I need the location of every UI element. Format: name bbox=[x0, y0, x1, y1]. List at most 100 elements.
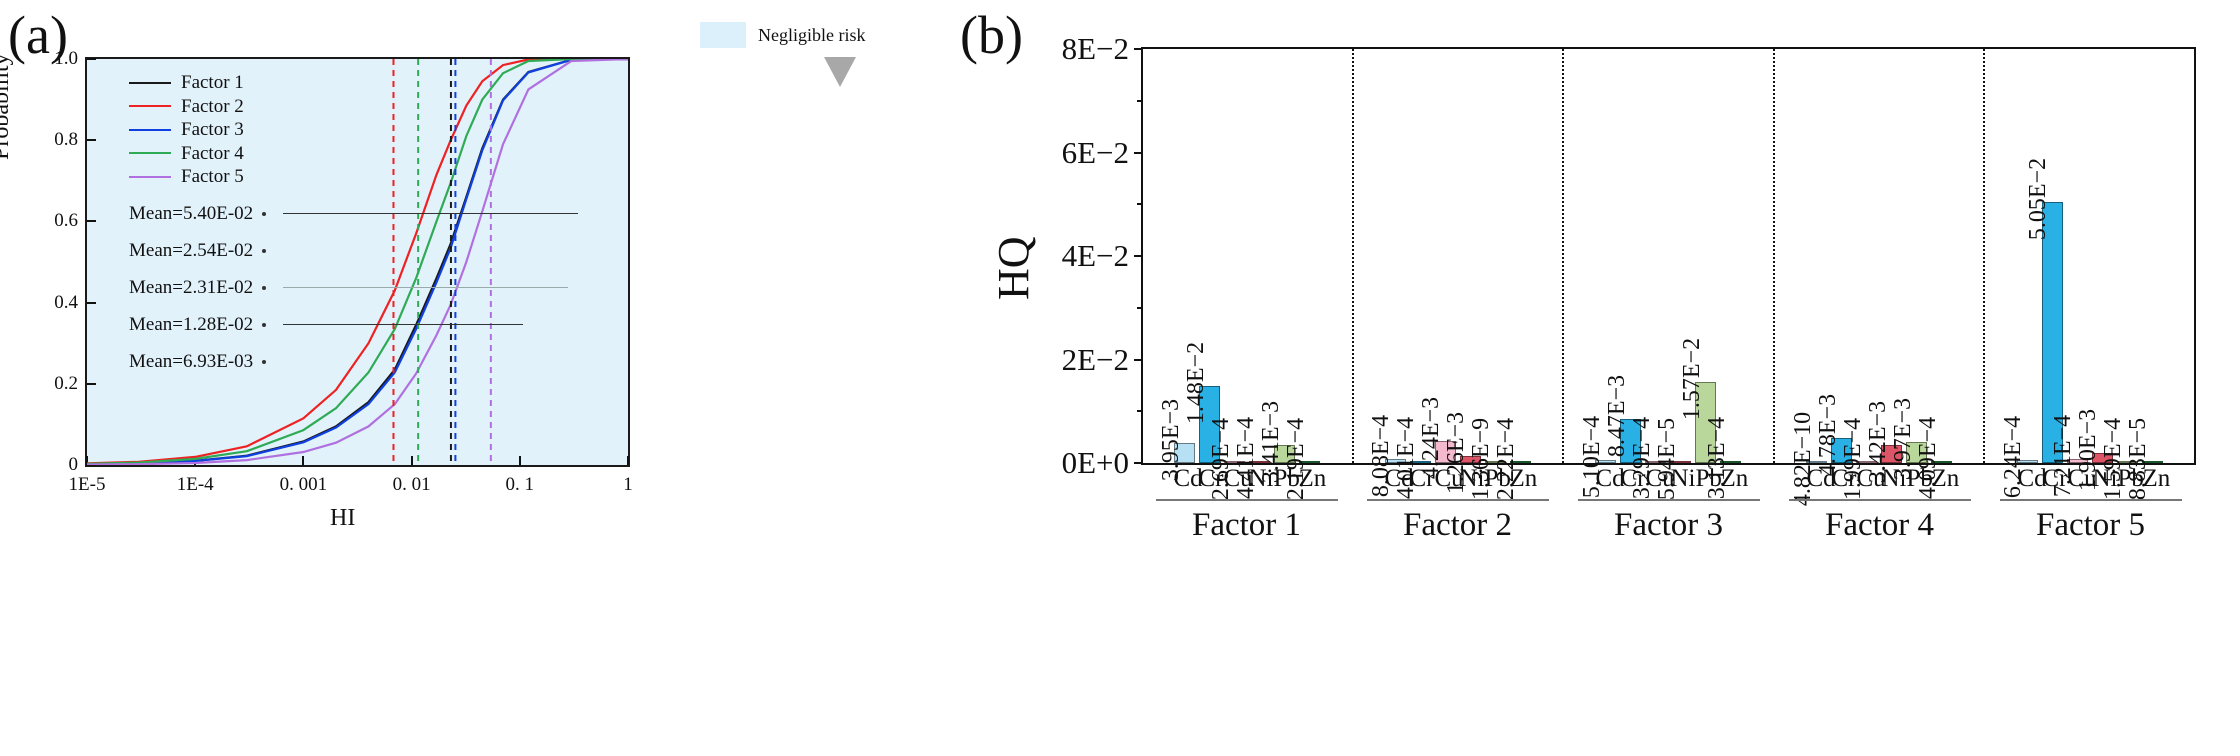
panel-a-tag: (a) bbox=[8, 5, 68, 65]
panel-a-x-tick: 0. 01 bbox=[392, 474, 431, 495]
panel-b-bar[interactable] bbox=[1720, 461, 1742, 463]
panel-b-bar[interactable] bbox=[2141, 461, 2163, 463]
panel-b-y-minor-tickmark bbox=[1137, 203, 1143, 206]
panel-a-legend-item[interactable]: Factor 5 bbox=[129, 165, 244, 189]
panel-b-bar-wrapper: 1.57E−2 bbox=[1679, 49, 1717, 463]
panel-a-legend-swatch bbox=[129, 152, 171, 155]
panel-b-bar[interactable] bbox=[1174, 442, 1196, 463]
panel-b-bar-wrapper: 4.41E−4 bbox=[1233, 49, 1271, 499]
panel-b-bar[interactable] bbox=[2066, 459, 2088, 463]
panel-b-metal-label: Cu bbox=[1434, 465, 1464, 492]
panel-b-bar[interactable] bbox=[1249, 460, 1271, 463]
panel-a-y-tickmark bbox=[87, 382, 96, 385]
panel-b-bar[interactable] bbox=[1856, 461, 1878, 463]
panel-b-bar[interactable] bbox=[1509, 461, 1531, 463]
panel-b-y-tickmark bbox=[1134, 255, 1143, 257]
panel-b-metal-label: Pb bbox=[1273, 465, 1300, 492]
panel-b-group-name: Factor 2 bbox=[1402, 507, 1513, 543]
panel-b-bar[interactable] bbox=[1434, 441, 1456, 463]
panel-b-bar[interactable] bbox=[1484, 461, 1506, 463]
panel-b-bar[interactable] bbox=[1881, 445, 1903, 463]
panel-b-bar[interactable] bbox=[1199, 386, 1221, 463]
panel-b-bar[interactable] bbox=[1384, 458, 1406, 463]
panel-a-y-tick: 0.2 bbox=[54, 372, 78, 394]
panel-b-group: 6.24E−4 5.05E−2 7.21E−4 1.90E−3 1.59E−4 8.83E… bbox=[1985, 49, 2194, 500]
panel-b-bar[interactable] bbox=[1931, 460, 1953, 463]
panel-a-y-axis-label: Probability bbox=[0, 53, 14, 160]
panel-b-bar[interactable] bbox=[1620, 419, 1642, 463]
panel-b-y-minor-tickmark bbox=[1137, 410, 1143, 413]
panel-b-bar[interactable] bbox=[1274, 445, 1296, 463]
panel-b-bar-wrapper: 8.83E−5 bbox=[2125, 49, 2163, 500]
panel-b-bars: 5.10E−4 8.47E−3 3.29E−4 5.94E−5 1.57E−2 3.13E… bbox=[1579, 49, 1743, 500]
panel-b-metal-label: Ni bbox=[2092, 465, 2118, 492]
panel-a-y-tick: 0.8 bbox=[54, 129, 78, 151]
panel-b-bar[interactable] bbox=[2016, 459, 2038, 463]
panel-b-x-group: Cd Cr Cu Ni Pb Zn Factor 2 bbox=[1352, 465, 1563, 575]
panel-b-group-rule bbox=[1155, 499, 1338, 501]
panel-b-bar-wrapper: 3.41E−3 bbox=[1258, 49, 1296, 483]
panel-b-group-rule bbox=[1999, 499, 2182, 501]
panel-b-metal-label: Pb bbox=[1695, 465, 1722, 492]
panel-b-y-tick: 0E+0 bbox=[1061, 445, 1129, 480]
panel-b-bar[interactable] bbox=[1595, 460, 1617, 463]
panel-b-metal-label: Cu bbox=[1856, 465, 1886, 492]
panel-b-bar-wrapper: 8.08E−4 bbox=[1368, 49, 1406, 497]
panel-a-legend-item[interactable]: Factor 1 bbox=[129, 71, 244, 95]
panel-b-metal-label: Ni bbox=[1670, 465, 1696, 492]
panel-b-bar-wrapper: 2.19E−4 bbox=[1283, 49, 1321, 500]
panel-b-bar[interactable] bbox=[1670, 461, 1692, 463]
panel-b-metal-label: Cr bbox=[1620, 465, 1646, 492]
panel-a-mean-label: Mean=1.28E-02 bbox=[129, 313, 254, 335]
panel-b-bar-wrapper: 1.26E−3 bbox=[1443, 49, 1481, 495]
panel-a-legend: Factor 1 Factor 2 Factor 3 Factor 4 Factor 5 bbox=[129, 71, 244, 189]
panel-b-bar[interactable] bbox=[1459, 456, 1481, 463]
panel-a-legend-item[interactable]: Factor 4 bbox=[129, 142, 244, 166]
panel-b-bar-groups: 3.95E−3 1.48E−2 2.69E−4 4.41E−4 3.41E−3 2.19E… bbox=[1143, 49, 2194, 506]
panel-b-bar-value-label: 8.47E−3 bbox=[1603, 375, 1630, 458]
panel-a-mean-annotation: Mean=1.28E-02 bbox=[129, 306, 267, 343]
panel-a-legend-item[interactable]: Factor 3 bbox=[129, 118, 244, 142]
panel-a-y-tick: 0 bbox=[68, 454, 79, 475]
panel-b-metal-label: Cu bbox=[1645, 465, 1675, 492]
panel-b-bar-wrapper: 1.90E−3 bbox=[2075, 49, 2113, 491]
panel-b-bar[interactable] bbox=[1409, 460, 1431, 463]
panel-a-legend-item[interactable]: Factor 2 bbox=[129, 95, 244, 119]
negligible-risk-swatch bbox=[700, 22, 746, 48]
panel-b-bar[interactable] bbox=[2091, 453, 2113, 463]
panel-b-bar[interactable] bbox=[1831, 438, 1853, 463]
panel-b-bar[interactable] bbox=[1906, 442, 1928, 463]
panel-a-x-tick: 1 bbox=[623, 474, 633, 495]
panel-b-bar[interactable] bbox=[2116, 461, 2138, 463]
panel-b-group: 3.95E−3 1.48E−2 2.69E−4 4.41E−4 3.41E−3 2.19E… bbox=[1143, 49, 1354, 500]
panel-b-y-tick: 8E−2 bbox=[1061, 31, 1129, 66]
panel-a-x-tickmark bbox=[627, 456, 629, 465]
panel-b-bar[interactable] bbox=[1695, 381, 1717, 463]
panel-b-bars: 4.82E−10 4.78E−3 1.99E−4 3.42E−3 3.97E−3 4.09… bbox=[1790, 49, 1954, 506]
panel-b-bar[interactable] bbox=[1224, 461, 1246, 463]
panel-b-x-group: Cd Cr Cu Ni Pb Zn Factor 4 bbox=[1774, 465, 1985, 575]
panel-b-bar[interactable] bbox=[2041, 201, 2063, 463]
panel-b-bar[interactable] bbox=[1645, 461, 1667, 463]
panel-b-metal-labels: Cd Cr Cu Ni Pb Zn bbox=[1172, 465, 1327, 493]
panel-b-y-tickmark bbox=[1134, 462, 1143, 464]
panel-a-mean-dot bbox=[262, 322, 267, 327]
panel-a-mean-annotations: Mean=5.40E-02 Mean=2.54E-02 Mean=2.31E-02 M… bbox=[129, 195, 267, 380]
panel-b-bar-wrapper: 5.94E−5 bbox=[1654, 49, 1692, 500]
panel-a: (a) Probability HI Negligible risk 1.0 0.… bbox=[0, 0, 960, 756]
panel-b-bar-value-label: 1.48E−2 bbox=[1182, 342, 1209, 425]
panel-b-group: 8.08E−4 4.01E−4 4.24E−3 1.26E−3 1.36E−9 2.22E… bbox=[1354, 49, 1565, 500]
panel-b-bar-wrapper: 5.10E−4 bbox=[1579, 49, 1617, 498]
panel-b-y-tick: 4E−2 bbox=[1061, 238, 1129, 273]
panel-b-bar-wrapper: 7.21E−4 bbox=[2050, 49, 2088, 497]
panel-a-x-tickmark bbox=[86, 456, 88, 465]
panel-b-bar[interactable] bbox=[1806, 461, 1828, 463]
panel-b-tag: (b) bbox=[960, 5, 1023, 65]
panel-b-bar[interactable] bbox=[1299, 461, 1321, 463]
panel-a-mean-label: Mean=2.31E-02 bbox=[129, 276, 254, 298]
panel-b-x-group: Cd Cr Cu Ni Pb Zn Factor 3 bbox=[1563, 465, 1774, 575]
panel-b-metal-label: Cd bbox=[1595, 465, 1625, 492]
panel-b-y-tickmark bbox=[1134, 358, 1143, 361]
panel-b-bar-wrapper: 3.42E−3 bbox=[1865, 49, 1903, 483]
negligible-risk-legend: Negligible risk bbox=[700, 22, 865, 48]
